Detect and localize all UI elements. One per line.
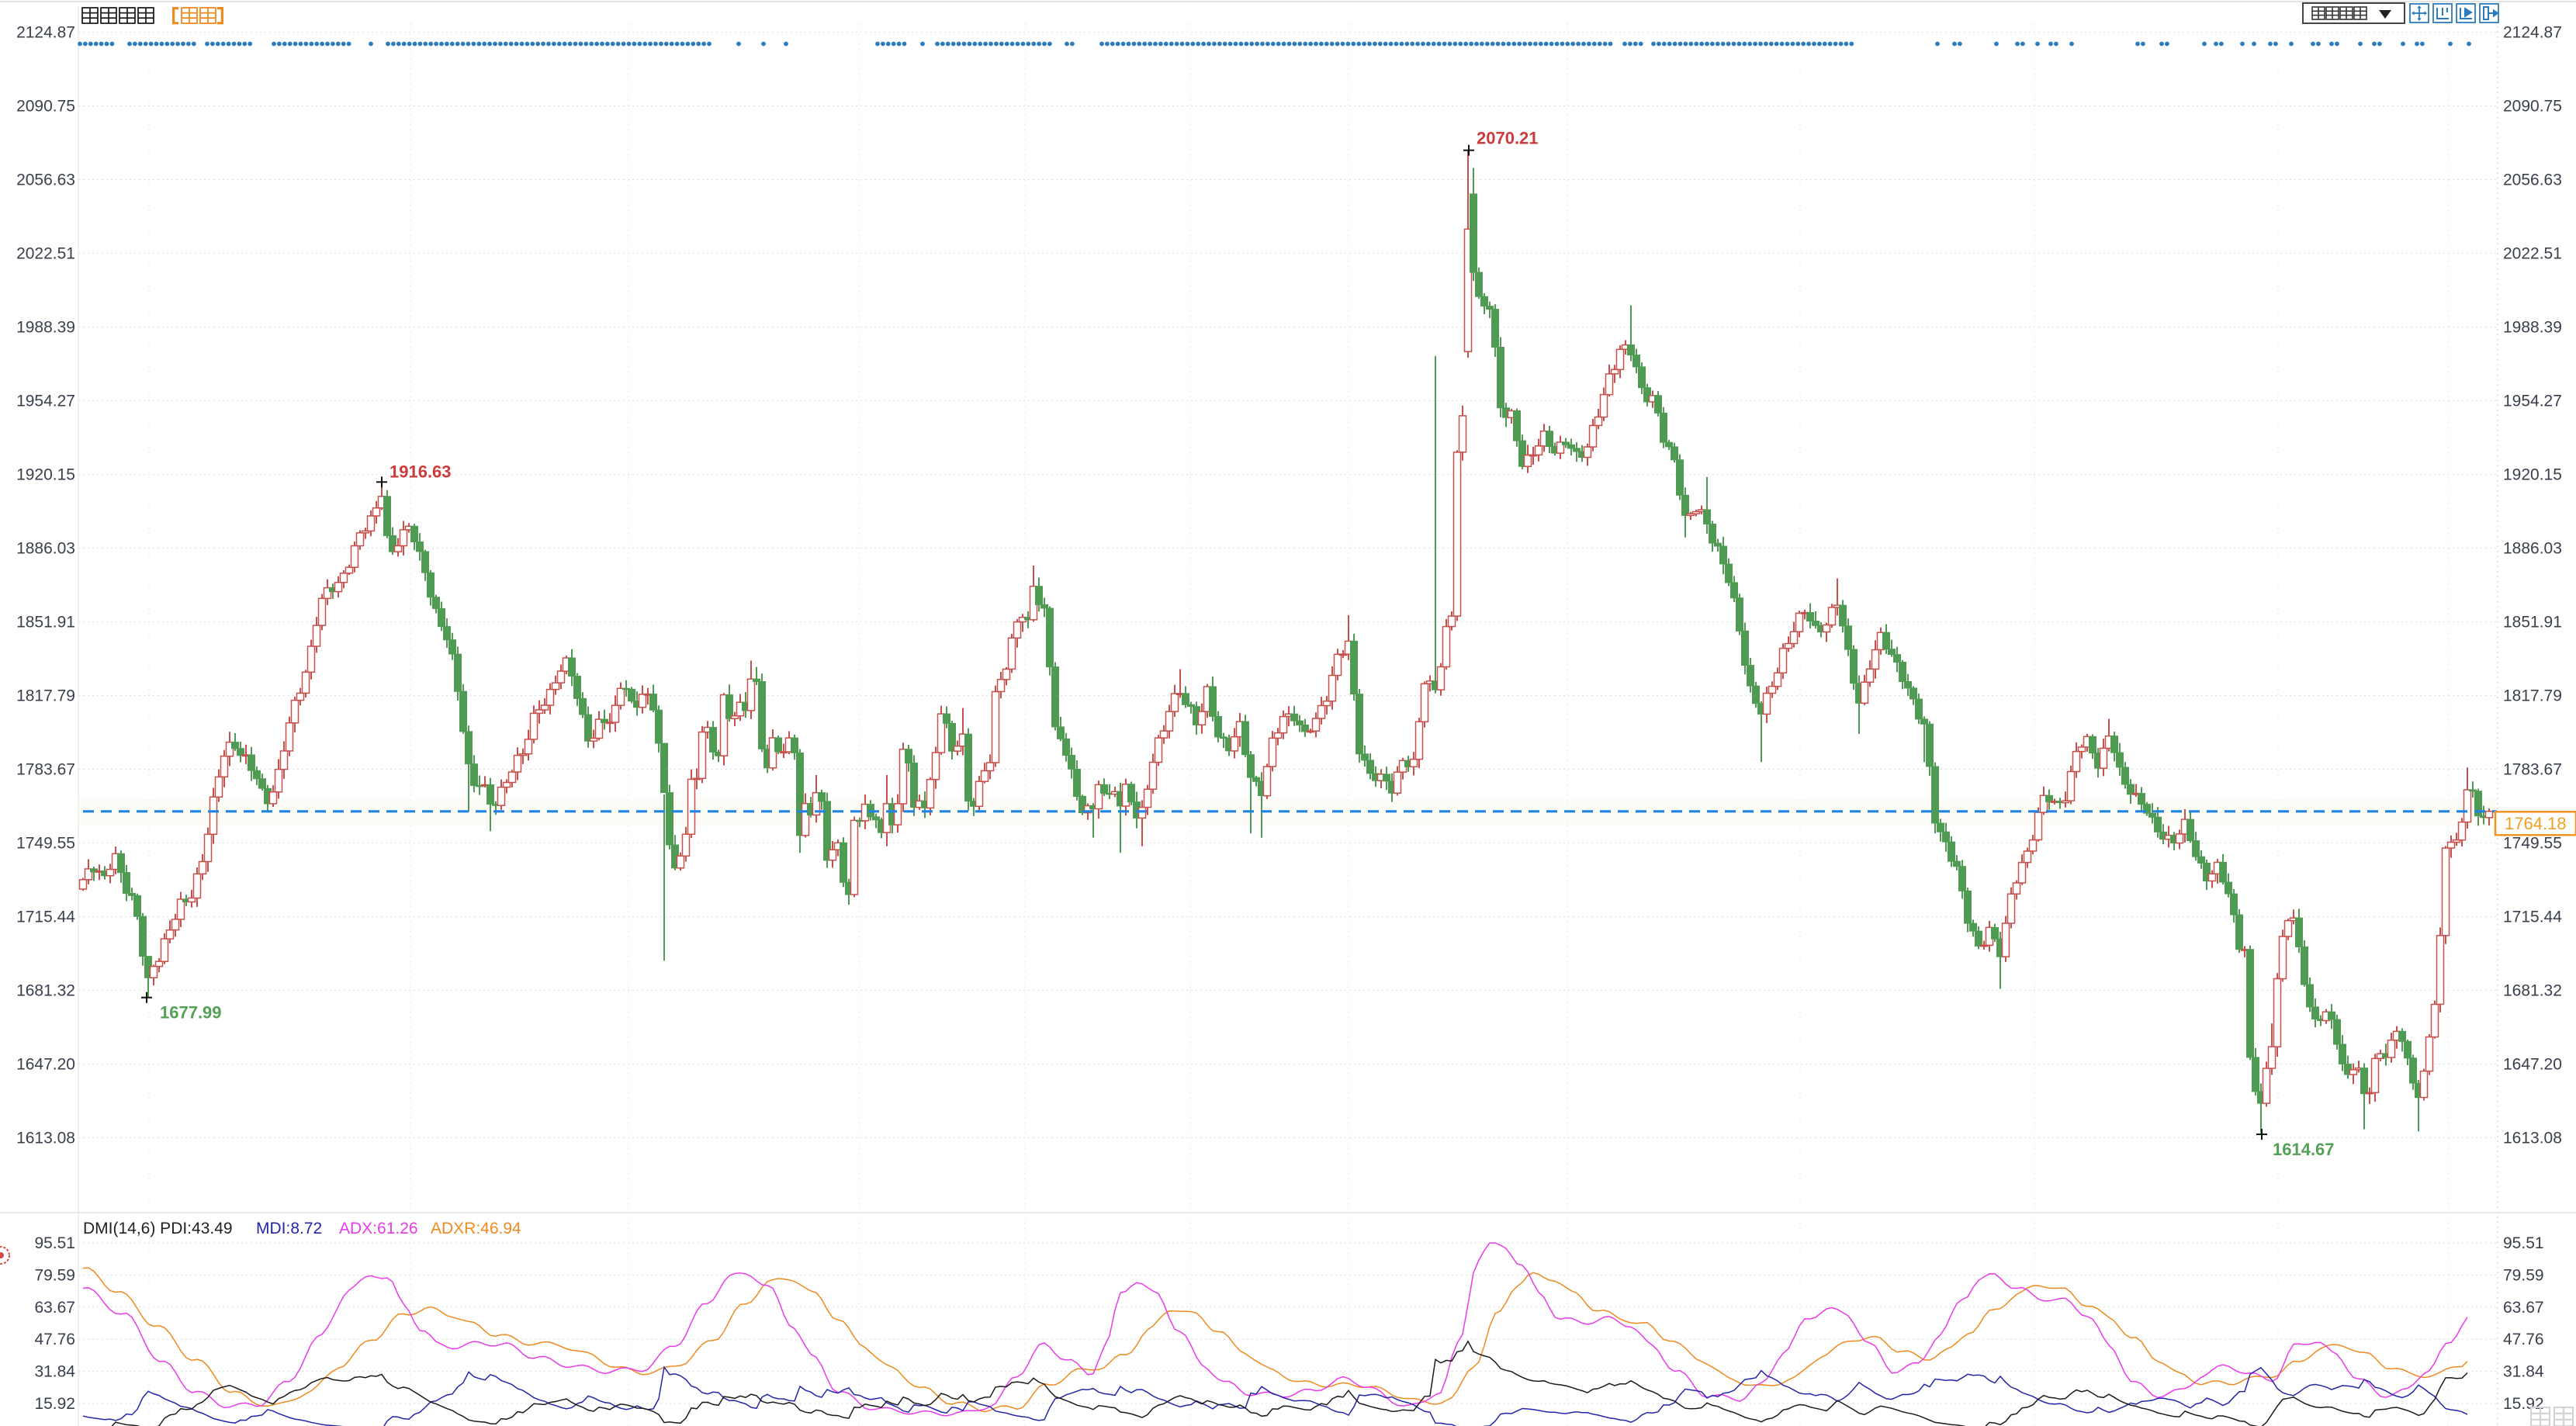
- svg-text:1613.08: 1613.08: [16, 1130, 75, 1147]
- svg-text:31.84: 31.84: [34, 1363, 75, 1381]
- svg-text:1817.79: 1817.79: [2503, 687, 2562, 705]
- svg-text:31.84: 31.84: [2503, 1363, 2544, 1381]
- svg-text:1715.44: 1715.44: [2503, 909, 2562, 926]
- svg-text:95.51: 95.51: [2503, 1234, 2544, 1252]
- svg-text:1954.27: 1954.27: [16, 393, 75, 410]
- svg-text:1613.08: 1613.08: [2503, 1130, 2562, 1147]
- svg-text:1988.39: 1988.39: [16, 319, 75, 337]
- svg-text:2022.51: 2022.51: [16, 245, 75, 263]
- svg-text:63.67: 63.67: [34, 1299, 75, 1317]
- svg-text:2124.87: 2124.87: [16, 24, 75, 42]
- svg-text:2090.75: 2090.75: [2503, 98, 2562, 116]
- svg-text:1681.32: 1681.32: [16, 982, 75, 1000]
- svg-text:15.92: 15.92: [2503, 1395, 2544, 1413]
- svg-text:2070.21: 2070.21: [1477, 129, 1539, 148]
- svg-text:79.59: 79.59: [2503, 1266, 2544, 1284]
- svg-text:1783.67: 1783.67: [16, 761, 75, 779]
- svg-text:1677.99: 1677.99: [160, 1003, 222, 1023]
- svg-text:ADX:61.26: ADX:61.26: [339, 1220, 418, 1237]
- svg-text:2056.63: 2056.63: [2503, 171, 2562, 189]
- svg-text:1817.79: 1817.79: [16, 687, 75, 705]
- svg-text:1954.27: 1954.27: [2503, 393, 2562, 410]
- svg-text:95.51: 95.51: [34, 1234, 75, 1252]
- svg-text:1916.63: 1916.63: [390, 462, 452, 481]
- svg-text:1647.20: 1647.20: [2503, 1056, 2562, 1074]
- svg-text:1681.32: 1681.32: [2503, 982, 2562, 1000]
- svg-text:1851.91: 1851.91: [16, 614, 75, 632]
- svg-text:1647.20: 1647.20: [16, 1056, 75, 1074]
- svg-text:47.76: 47.76: [2503, 1331, 2544, 1348]
- svg-text:1764.18: 1764.18: [2505, 814, 2567, 833]
- svg-text:1886.03: 1886.03: [2503, 540, 2562, 558]
- svg-text:1920.15: 1920.15: [16, 466, 75, 484]
- svg-text:1749.55: 1749.55: [16, 835, 75, 853]
- svg-text:1783.67: 1783.67: [2503, 761, 2562, 779]
- svg-text:2022.51: 2022.51: [2503, 245, 2562, 263]
- svg-text:15.92: 15.92: [34, 1395, 75, 1413]
- svg-text:1715.44: 1715.44: [16, 909, 75, 926]
- svg-text:63.67: 63.67: [2503, 1299, 2544, 1317]
- svg-text:1886.03: 1886.03: [16, 540, 75, 558]
- svg-text:2090.75: 2090.75: [16, 98, 75, 116]
- svg-text:1988.39: 1988.39: [2503, 319, 2562, 337]
- svg-text:ADXR:46.94: ADXR:46.94: [431, 1220, 521, 1237]
- svg-text:2124.87: 2124.87: [2503, 24, 2562, 42]
- svg-text:1851.91: 1851.91: [2503, 614, 2562, 632]
- svg-text:1749.55: 1749.55: [2503, 835, 2562, 853]
- svg-text:1920.15: 1920.15: [2503, 466, 2562, 484]
- svg-text:47.76: 47.76: [34, 1331, 75, 1348]
- svg-text:DMI(14,6) PDI:43.49: DMI(14,6) PDI:43.49: [83, 1220, 233, 1237]
- svg-text:2056.63: 2056.63: [16, 171, 75, 189]
- svg-text:MDI:8.72: MDI:8.72: [256, 1220, 322, 1237]
- svg-text:79.59: 79.59: [34, 1266, 75, 1284]
- svg-text:1614.67: 1614.67: [2273, 1140, 2335, 1159]
